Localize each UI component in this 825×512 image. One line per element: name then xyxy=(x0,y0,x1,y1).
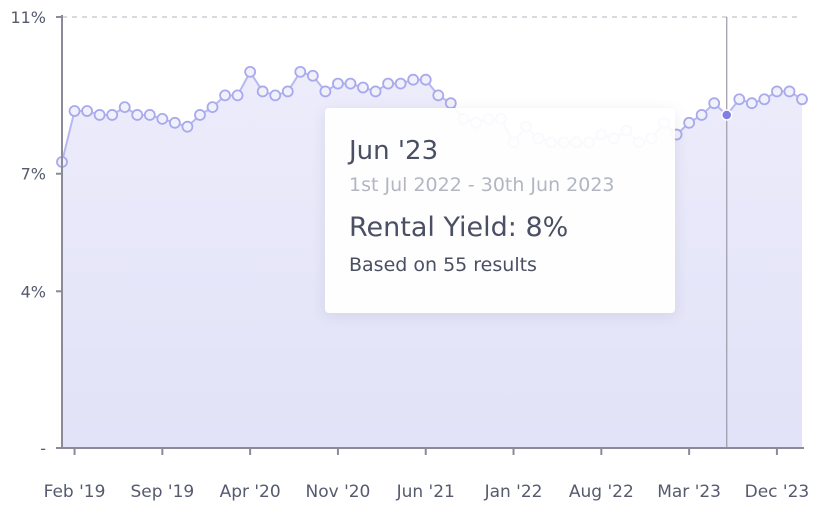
tooltip-period: Jun '23 xyxy=(349,136,439,166)
data-point[interactable] xyxy=(357,81,369,94)
y-tick-label: - xyxy=(40,439,46,458)
data-point[interactable] xyxy=(256,85,269,98)
data-point[interactable] xyxy=(219,89,231,102)
data-point[interactable] xyxy=(281,85,294,98)
data-point[interactable] xyxy=(68,105,81,117)
data-point[interactable] xyxy=(181,120,194,133)
x-tick-label: Dec '23 xyxy=(745,482,810,502)
chart-tooltip: Jun '23 1st Jul 2022 - 30th Jun 2023 Ren… xyxy=(325,108,675,313)
x-tick-label: Jan '22 xyxy=(484,482,543,502)
data-point[interactable] xyxy=(294,65,307,78)
y-axis-tick-labels: 11% 7% 4% - xyxy=(10,8,46,458)
data-point[interactable] xyxy=(168,116,181,129)
data-point[interactable] xyxy=(695,109,708,121)
x-tick-label: Sep '19 xyxy=(130,482,194,502)
data-point[interactable] xyxy=(93,109,106,121)
x-tick-label: Apr '20 xyxy=(220,482,281,502)
data-point[interactable] xyxy=(106,109,119,121)
data-point[interactable] xyxy=(269,89,282,102)
data-point[interactable] xyxy=(344,77,357,90)
data-point[interactable] xyxy=(394,77,407,90)
data-point[interactable] xyxy=(156,112,169,125)
tooltip-date-range: 1st Jul 2022 - 30th Jun 2023 xyxy=(349,174,615,196)
data-point[interactable] xyxy=(244,65,257,78)
data-point[interactable] xyxy=(771,85,783,98)
data-point[interactable] xyxy=(332,77,344,90)
data-point[interactable] xyxy=(733,93,746,106)
data-point[interactable] xyxy=(683,116,696,129)
x-tick-label: Aug '22 xyxy=(569,482,634,502)
x-tick-label: Nov '20 xyxy=(305,482,370,502)
data-point[interactable] xyxy=(231,89,244,102)
data-point[interactable] xyxy=(708,97,721,110)
data-point[interactable] xyxy=(319,85,332,98)
data-point[interactable] xyxy=(143,109,156,121)
data-point[interactable] xyxy=(758,93,771,106)
data-point[interactable] xyxy=(796,93,808,106)
x-axis-tick-labels: Feb '19 Sep '19 Apr '20 Nov '20 Jun '21 Jan '… xyxy=(44,482,810,502)
data-point[interactable] xyxy=(444,97,457,110)
data-point[interactable] xyxy=(118,101,131,114)
y-tick-label: 11% xyxy=(10,8,46,27)
chart-axes xyxy=(56,15,804,455)
data-point[interactable] xyxy=(369,85,382,98)
data-point[interactable] xyxy=(783,85,796,98)
tooltip-rental-yield: Rental Yield: 8% xyxy=(349,212,569,243)
data-point[interactable] xyxy=(745,97,758,110)
data-point[interactable] xyxy=(81,105,93,117)
data-point[interactable] xyxy=(419,73,432,86)
data-point[interactable] xyxy=(206,101,219,114)
data-point[interactable] xyxy=(194,109,206,121)
y-tick-label: 7% xyxy=(21,165,46,184)
x-tick-label: Mar '23 xyxy=(657,482,721,502)
data-point[interactable] xyxy=(131,109,144,121)
x-tick-label: Feb '19 xyxy=(44,482,106,502)
tooltip-result-count: Based on 55 results xyxy=(349,254,537,276)
y-tick-label: 4% xyxy=(21,282,46,301)
data-point[interactable] xyxy=(306,69,319,82)
highlighted-data-point[interactable] xyxy=(720,109,733,121)
data-point[interactable] xyxy=(382,77,395,90)
x-tick-label: Jun '21 xyxy=(396,482,455,502)
data-point[interactable] xyxy=(407,73,420,86)
data-point[interactable] xyxy=(432,89,445,102)
